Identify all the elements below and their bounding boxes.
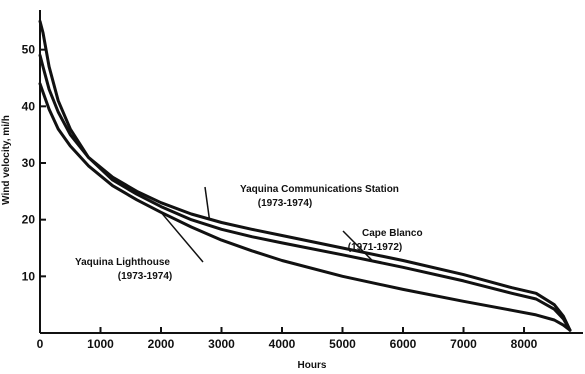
annotation-text: Cape Blanco — [362, 228, 423, 239]
x-ticks: 0 1000 2000 3000 4000 5000 6000 7000 8000 — [37, 327, 538, 351]
annotation-leader — [204, 186, 211, 220]
x-tick-label: 2000 — [148, 337, 175, 351]
x-tick-label: 7000 — [450, 337, 477, 351]
x-axis-label: Hours — [298, 360, 327, 371]
x-tick-label: 8000 — [511, 337, 538, 351]
annotation-text: (1973-1974) — [118, 271, 172, 282]
y-tick-label: 40 — [22, 99, 36, 113]
series-line-0 — [38, 19, 572, 332]
series-lines — [38, 19, 572, 332]
x-tick-label: 3000 — [208, 337, 235, 351]
x-tick-label: 1000 — [87, 337, 114, 351]
annotation-text: (1973-1974) — [258, 198, 312, 209]
y-tick-label: 10 — [22, 269, 36, 283]
annotation-text: Yaquina Communications Station — [240, 184, 399, 195]
x-tick-label: 6000 — [390, 337, 417, 351]
series-line-2 — [38, 82, 572, 332]
annotation-text: Yaquina Lighthouse — [75, 257, 170, 268]
annotation-leader — [160, 211, 204, 263]
x-tick-label: 4000 — [269, 337, 296, 351]
y-tick-label: 50 — [22, 43, 36, 57]
annotations: Yaquina Communications Station (1973-1974… — [75, 184, 423, 282]
x-tick-label: 5000 — [329, 337, 356, 351]
annotation-leader — [342, 230, 374, 262]
y-axis-label: Wind velocity, mi/h — [1, 115, 12, 205]
annotation-text: (1971-1972) — [348, 242, 402, 253]
y-ticks: 10 20 30 40 50 — [22, 43, 46, 283]
x-tick-label: 0 — [37, 337, 44, 351]
series-line-1 — [38, 53, 572, 332]
y-tick-label: 30 — [22, 156, 36, 170]
y-tick-label: 20 — [22, 213, 36, 227]
